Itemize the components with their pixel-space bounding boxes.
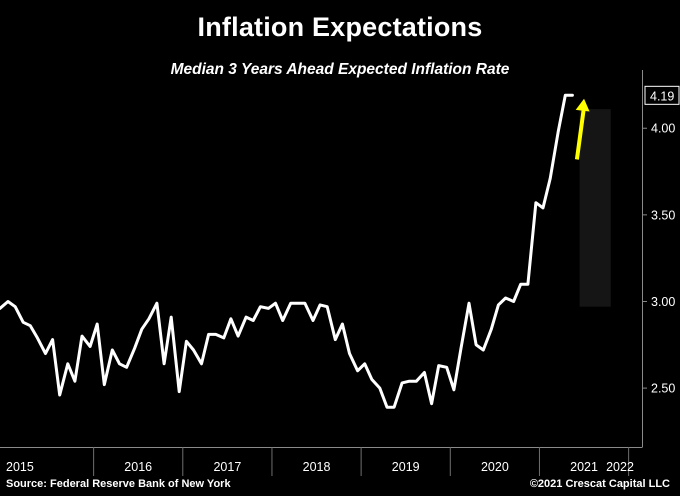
y-tick-label: 2.50 (651, 382, 675, 396)
shaded-region (579, 109, 611, 307)
y-tick-label: 4.00 (651, 122, 675, 136)
y-tick-label: 3.00 (651, 295, 675, 309)
x-tick-label: 2020 (481, 460, 509, 474)
chart-title: Inflation Expectations (197, 12, 483, 42)
y-tick-label: 3.50 (651, 208, 675, 222)
x-tick-label: 2022 (606, 460, 634, 474)
x-tick-label: 2015 (6, 460, 34, 474)
x-tick-label: 2018 (303, 460, 331, 474)
arrow-head (575, 98, 590, 112)
x-tick-label: 2016 (124, 460, 152, 474)
x-tick-label: 2021 (570, 460, 598, 474)
x-tick-label: 2019 (392, 460, 420, 474)
last-value-label: 4.19 (650, 89, 674, 103)
arrow-shaft (574, 106, 587, 160)
copyright-note: ©2021 Crescat Capital LLC (529, 478, 670, 490)
x-tick-label: 2017 (213, 460, 241, 474)
source-note: Source: Federal Reserve Bank of New York (6, 478, 231, 490)
last-value-box (644, 85, 680, 105)
series-line (0, 93, 574, 409)
chart-subtitle: Median 3 Years Ahead Expected Inflation … (170, 61, 510, 78)
